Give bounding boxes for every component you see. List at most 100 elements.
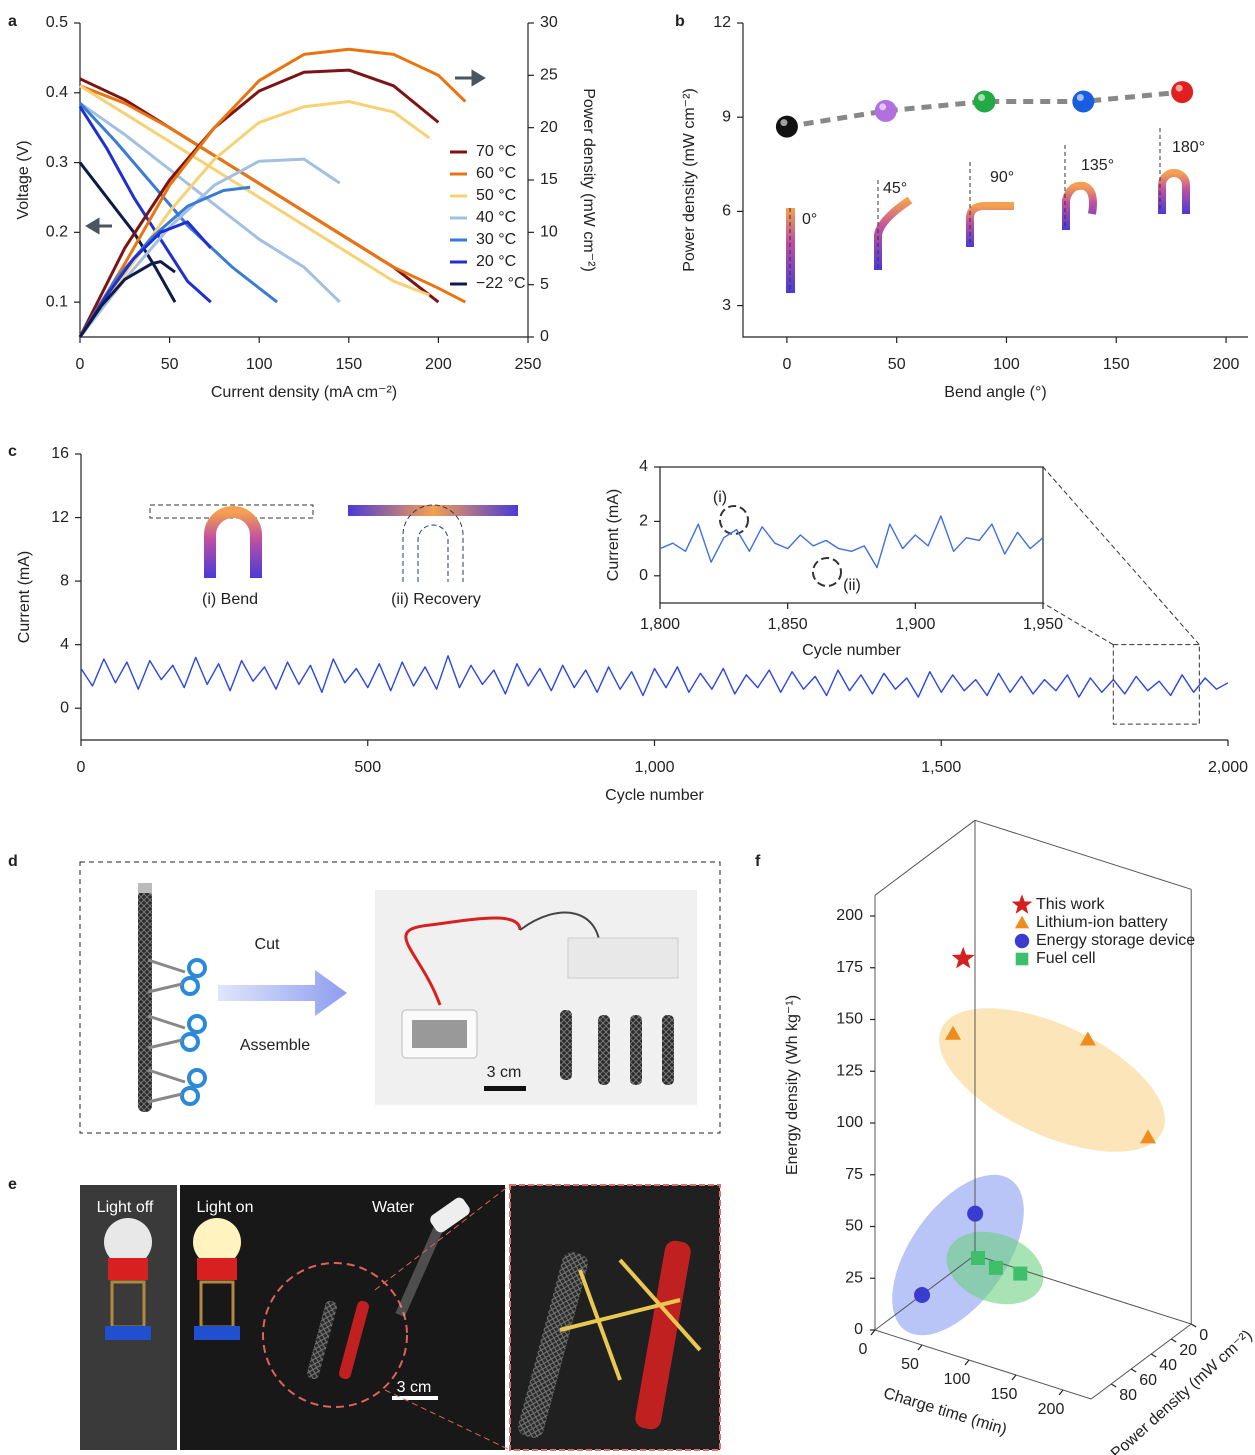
caption: Assemble: [240, 1037, 310, 1054]
caption: Water: [372, 1199, 415, 1216]
panel-label: e: [8, 1176, 17, 1193]
x-tick-label: 0: [76, 356, 85, 373]
x-tick: [1011, 1374, 1017, 1381]
line: [78, 105, 212, 304]
axis-label: Current (mA): [16, 551, 33, 643]
point: [967, 1205, 984, 1222]
legend-label: 60 °C: [476, 165, 516, 182]
x-tick-label: 250: [515, 356, 542, 373]
y-tick-label: 0.1: [46, 293, 68, 310]
legend-label: Energy storage device: [1036, 932, 1195, 949]
axis-label: Cycle number: [605, 787, 704, 804]
y-tick: [1190, 1323, 1197, 1328]
x-tick-label: 50: [901, 1356, 919, 1373]
point-highlight: [780, 119, 788, 127]
y-tick-label: 3: [722, 297, 731, 314]
y-tick-label: 4: [60, 636, 69, 653]
y-tick-label: 0: [60, 699, 69, 716]
x-tick-label: 100: [993, 356, 1020, 373]
point: [973, 90, 996, 113]
y-tick-label: 12: [51, 509, 69, 526]
zoom-guide: [1042, 602, 1114, 646]
point: [874, 99, 897, 122]
annotation: 90°: [990, 169, 1014, 186]
annotation: (i) Bend: [202, 591, 258, 608]
bend-recovery-icons: [149, 504, 842, 587]
annotation: (ii): [843, 577, 861, 594]
arrows: [85, 69, 486, 235]
line: [79, 84, 430, 297]
line: [78, 102, 279, 304]
x-tick-label: 1,900: [895, 616, 935, 633]
y-tick-label: 4: [639, 458, 648, 475]
caption: 3 cm: [487, 1064, 522, 1081]
frame-edge: [1090, 1323, 1192, 1400]
y-tick-label: 8: [60, 572, 69, 589]
point: [988, 1260, 1003, 1275]
x-tick-label: 2,000: [1208, 759, 1248, 776]
y-tick-label: 0.3: [46, 154, 68, 171]
y-tick-label: 10: [540, 224, 558, 241]
x-tick: [870, 1329, 876, 1336]
line: [659, 515, 1044, 569]
x-tick-label: 200: [1213, 356, 1240, 373]
x-tick-label: 200: [1038, 1401, 1065, 1418]
panel-d-illustration: [79, 861, 721, 1134]
caption: 3 cm: [397, 1379, 432, 1396]
point: [944, 1025, 961, 1040]
x-tick-label: 50: [161, 356, 179, 373]
point: [951, 946, 975, 969]
x-tick-label: 150: [335, 356, 362, 373]
line: [78, 260, 176, 338]
z-tick-label: 100: [836, 1114, 863, 1131]
caption: Cut: [255, 936, 280, 953]
legend-label: Fuel cell: [1036, 950, 1096, 967]
frame-edge: [974, 1254, 1192, 1325]
line: [78, 185, 251, 338]
panel-label: a: [8, 13, 17, 30]
panel-label: c: [8, 443, 17, 460]
point: [1014, 933, 1030, 949]
z-tick-label: 200: [836, 907, 863, 924]
y-tick-label: 0.4: [46, 84, 68, 101]
y-tick-label: 40: [1159, 1357, 1177, 1374]
line: [78, 47, 467, 338]
y-tick-label: 15: [540, 171, 558, 188]
legend-label: This work: [1036, 896, 1105, 913]
legend-label: 40 °C: [476, 209, 516, 226]
annotation: (ii) Recovery: [391, 591, 481, 608]
z-tick-label: 150: [836, 1011, 863, 1028]
axis-label: Current (mA): [605, 489, 622, 581]
z-tick-label: 50: [845, 1218, 863, 1235]
x-tick: [964, 1359, 970, 1366]
frame-edge: [874, 1329, 1092, 1400]
panel-label: f: [755, 853, 761, 870]
y-tick-label: 6: [722, 203, 731, 220]
legend-label: 30 °C: [476, 231, 516, 248]
x-tick-label: 1,850: [768, 616, 808, 633]
y-tick: [1150, 1353, 1157, 1358]
axes: [742, 23, 1248, 338]
y-tick-label: 0: [639, 567, 648, 584]
point-highlight: [1175, 84, 1183, 92]
legend-label: −22 °C: [476, 275, 526, 292]
y-tick: [1110, 1383, 1117, 1388]
point: [1013, 1266, 1028, 1281]
x-tick-label: 0: [782, 356, 791, 373]
axis-label: Power density (mW cm⁻²): [580, 88, 597, 272]
point: [1015, 952, 1029, 966]
caption: Light off: [97, 1199, 154, 1216]
y-tick-label: 0.2: [46, 224, 68, 241]
y-tick-label: 0: [540, 328, 549, 345]
y-tick-label: 60: [1139, 1372, 1157, 1389]
y-tick-label: 0.5: [46, 14, 68, 31]
x-tick-label: 1,800: [640, 616, 680, 633]
point: [1011, 894, 1033, 914]
x-tick-label: 0: [859, 1341, 868, 1358]
line: [80, 655, 1229, 698]
legend-label: 20 °C: [476, 253, 516, 270]
axis-label: Current density (mA cm⁻²): [211, 384, 397, 401]
bend-icons: [786, 128, 1190, 293]
point: [1171, 81, 1194, 104]
point-highlight: [1076, 94, 1084, 101]
